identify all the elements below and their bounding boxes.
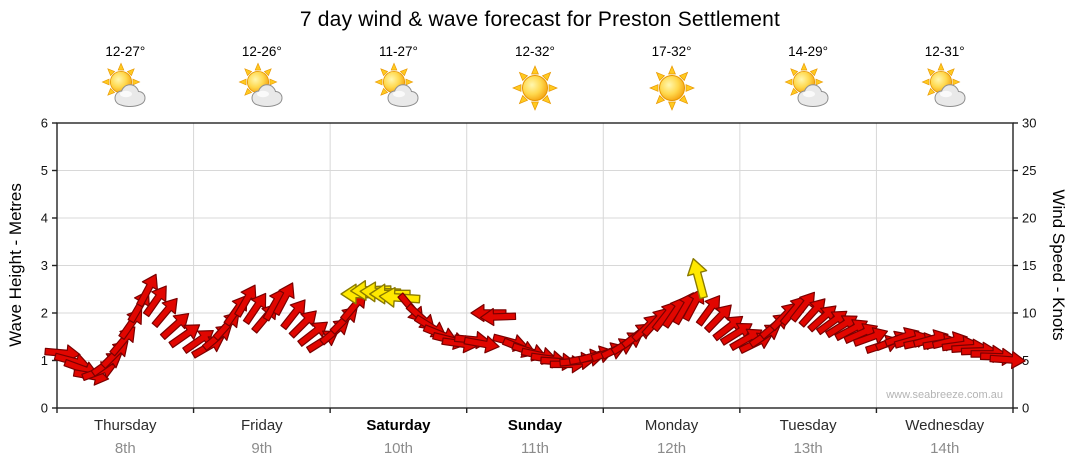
wind-arrow	[798, 298, 826, 328]
day-temp: 12-26°	[241, 44, 282, 59]
left-tick-label: 4	[41, 211, 48, 226]
weather-icon	[876, 62, 1013, 114]
wind-arrow	[479, 307, 517, 327]
wind-arrow	[852, 327, 889, 347]
sun-cloud-icon	[374, 62, 419, 107]
day-names-row: Thursday Friday Saturday Sunday Monday T…	[57, 417, 1013, 434]
day-name: Friday	[241, 417, 283, 434]
sun-icon	[512, 65, 558, 111]
wind-arrow	[168, 324, 201, 349]
left-tick-label: 1	[41, 353, 48, 368]
watermark: www.seabreeze.com.au	[886, 389, 1003, 401]
wind-arrow	[703, 304, 732, 334]
weather-icon	[57, 62, 194, 114]
left-tick-label: 3	[41, 258, 48, 273]
day-temp: 12-32°	[515, 44, 555, 59]
right-tick-label: 0	[1022, 401, 1029, 416]
day-name: Monday	[644, 417, 699, 434]
wind-arrow	[695, 295, 721, 327]
page-title: 7 day wind & wave forecast for Preston S…	[299, 8, 781, 31]
temps-row: 12-27° 12-26° 11-27° 12-32° 17-32° 14-29…	[57, 44, 1013, 59]
day-name: Saturday	[366, 417, 431, 434]
sun-cloud-icon	[238, 62, 283, 107]
day-date: 12th	[656, 440, 687, 457]
day-name: Tuesday	[779, 417, 837, 434]
wind-arrow	[789, 291, 815, 323]
wind-arrow	[272, 282, 295, 316]
weather-icon	[603, 62, 740, 114]
weather-icon	[467, 62, 604, 114]
wind-arrow	[288, 310, 317, 339]
right-tick-label: 10	[1022, 306, 1036, 321]
right-tick-label: 30	[1022, 116, 1036, 131]
day-date: 14th	[930, 440, 960, 457]
right-tick-label: 25	[1022, 163, 1036, 178]
sun-cloud-icon	[784, 62, 829, 107]
wind-arrow	[159, 312, 190, 340]
day-name: Wednesday	[905, 417, 985, 434]
wind-arrow	[463, 335, 500, 354]
wind-arrow	[142, 285, 167, 318]
sun-cloud-icon	[101, 62, 146, 107]
left-tick-label: 6	[41, 116, 48, 131]
left-axis-label: Wave Height - Metres	[6, 183, 25, 347]
wind-arrow-strong	[686, 258, 708, 300]
weather-icon	[330, 62, 467, 114]
day-date: 9th	[251, 440, 273, 457]
wind-arrow	[234, 284, 257, 318]
wind-arrow	[151, 297, 178, 328]
wind-arrow	[297, 321, 328, 347]
right-tick-label: 5	[1022, 353, 1029, 368]
day-temp: 17-32°	[651, 44, 692, 59]
weather-icon	[194, 62, 331, 114]
day-date: 11th	[520, 440, 550, 457]
left-tick-label: 5	[41, 163, 48, 178]
icons-row	[57, 62, 1013, 114]
right-tick-label: 15	[1022, 258, 1036, 273]
day-temp: 12-31°	[924, 44, 965, 59]
right-tick-label: 20	[1022, 211, 1036, 226]
day-date: 10th	[383, 440, 414, 457]
sun-icon	[648, 65, 695, 111]
day-dates-row: 8th 9th 10th 11th 12th 13th 14th	[57, 440, 1013, 457]
day-date: 8th	[114, 440, 136, 457]
sun-cloud-icon	[921, 62, 966, 107]
day-name: Thursday	[94, 417, 157, 434]
wind-arrow	[136, 273, 159, 308]
day-name: Sunday	[507, 417, 563, 434]
day-date: 13th	[793, 440, 823, 457]
left-tick-label: 0	[41, 401, 48, 416]
day-temp: 14-29°	[788, 44, 829, 59]
weather-icon	[740, 62, 877, 114]
left-tick-label: 2	[41, 306, 48, 321]
wind-arrow	[242, 292, 267, 325]
day-temp: 12-27°	[105, 44, 146, 59]
wind-arrow	[989, 350, 1026, 370]
day-temp: 11-27°	[378, 44, 418, 59]
right-axis-label: Wind Speed - Knots	[1049, 189, 1068, 341]
wind-arrow	[280, 299, 306, 331]
